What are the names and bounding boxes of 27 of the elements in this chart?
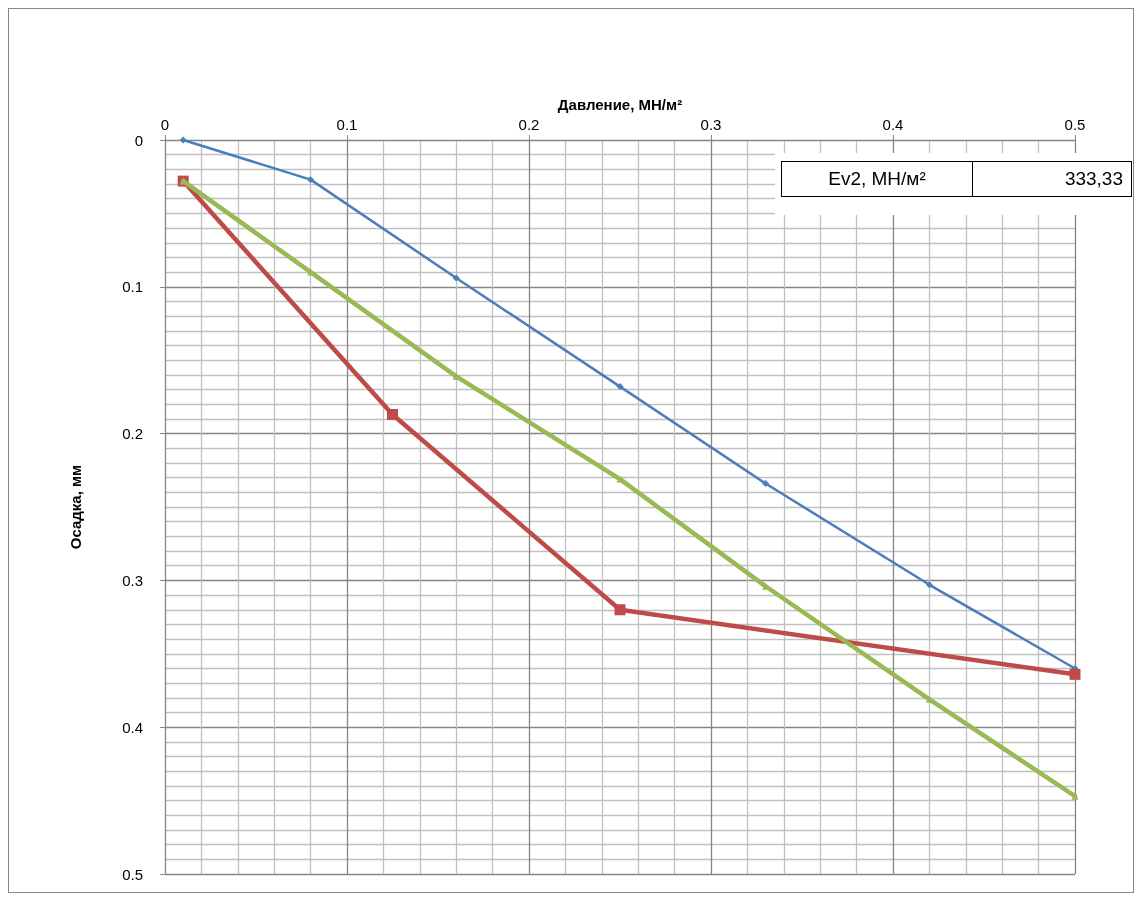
annotation: 333,33 [1064,168,1123,190]
point [762,480,770,488]
x-tick-label: 0 [160,116,170,133]
point [179,136,187,144]
point [1069,668,1081,680]
x-tick-label: 0.2 [518,116,540,133]
y-tick-label: 0.3 [122,571,143,589]
x-tick-label: 0.1 [336,116,358,133]
point [616,383,624,391]
y-tick-label: 0.4 [122,718,143,736]
x-tick-label: 0.3 [700,116,722,133]
point [452,274,460,282]
point [1071,792,1079,800]
point [925,581,933,589]
y-tick-label: 0.1 [122,278,143,296]
annotation: Ev2, МН/м² [828,168,926,190]
point [614,604,626,616]
point [307,176,315,184]
x-tick-label: 0.5 [1064,116,1086,133]
point [387,409,398,421]
y-tick-label: 0.2 [122,425,143,443]
value-table: Ev2, МН/м² 333,33 [775,153,1132,215]
y-tick-label: 0 [134,131,143,149]
x-tick-label: 0.4 [882,116,904,133]
y-tick-label: 0.5 [122,865,143,883]
x-axis-title: Давление, МН/м² [557,96,683,113]
y-axis-title: Осадка, мм [67,464,84,550]
